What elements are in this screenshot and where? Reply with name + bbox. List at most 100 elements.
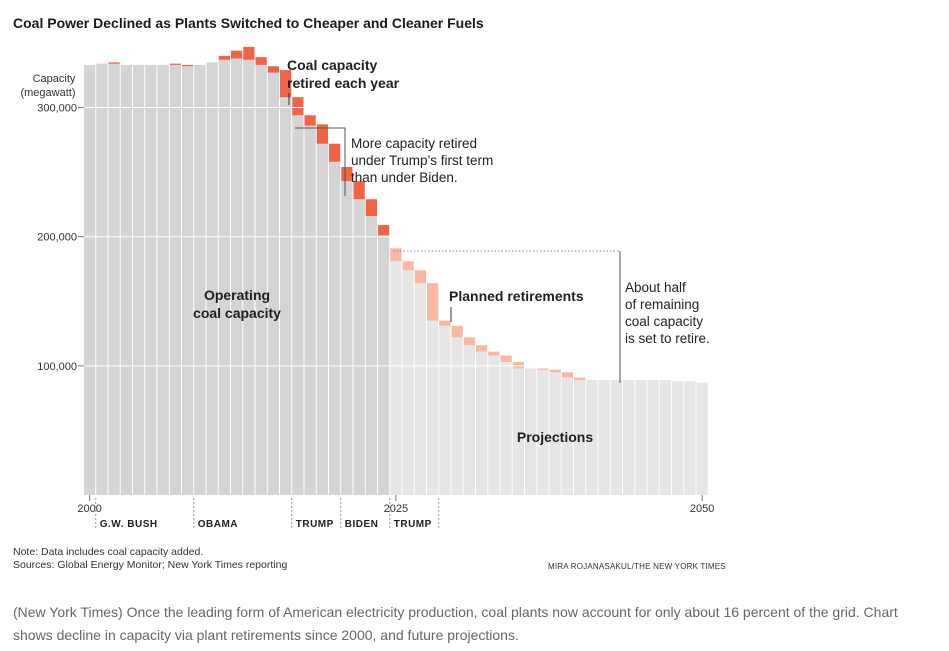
chart-title: Coal Power Declined as Plants Switched t… — [13, 15, 484, 31]
retired-bar-2019 — [316, 124, 328, 144]
operating-bar-2017 — [292, 115, 304, 495]
operating-bar-2019 — [316, 143, 328, 495]
projected-bar-2027 — [414, 283, 426, 495]
x-tick-label-2050: 2050 — [690, 503, 714, 515]
operating-bar-2015 — [267, 72, 279, 495]
sources-text: Sources: Global Energy Monitor; New York… — [13, 559, 288, 571]
projected-bar-2047 — [659, 380, 671, 495]
planned-bar-2029 — [439, 320, 451, 326]
operating-bar-2006 — [157, 64, 169, 496]
retired-bar-2013 — [243, 46, 255, 60]
retired-bar-2012 — [231, 50, 243, 59]
term-label-obama-1: OBAMA — [198, 519, 238, 530]
operating-bar-2013 — [243, 59, 255, 496]
projected-bar-2038 — [549, 372, 561, 495]
operating-bar-2009 — [194, 64, 206, 496]
annotation-planned: Planned retirements — [449, 288, 584, 304]
projected-bar-2026 — [402, 270, 414, 495]
projected-bar-2050 — [696, 382, 708, 495]
projected-bar-2034 — [500, 361, 512, 495]
operating-bar-2022 — [353, 199, 365, 495]
operating-bar-2004 — [133, 64, 145, 496]
planned-bar-2031 — [463, 337, 475, 346]
annotation-trump-line1: More capacity retired — [351, 136, 477, 151]
annotation-half-line4: is set to retire. — [625, 331, 710, 346]
projected-bar-2049 — [684, 381, 696, 495]
planned-bar-2032 — [476, 345, 488, 352]
retired-bar-2020 — [329, 143, 341, 162]
y-axis: Capacity (megawatt) 100,000 200,000 300,00… — [20, 73, 84, 373]
projected-bar-2044 — [623, 380, 635, 495]
projected-bar-2036 — [525, 368, 537, 495]
operating-bar-2007 — [169, 64, 181, 496]
planned-bar-2030 — [451, 325, 463, 338]
annotation-retired-line2: retired each year — [287, 75, 400, 91]
retired-bar-2022 — [353, 181, 365, 200]
retired-bar-2017 — [292, 97, 304, 116]
y-axis-label-line1: Capacity — [33, 73, 76, 85]
retired-bar-2014 — [255, 57, 267, 65]
retired-bar-2011 — [218, 55, 230, 60]
annotation-trump-bracket — [295, 127, 346, 196]
annotation-operating-line2: coal capacity — [193, 305, 281, 321]
planned-bar-2028 — [427, 283, 439, 321]
credit-text: MIRA ROJANASAKUL/THE NEW YORK TIMES — [548, 562, 726, 571]
term-label-biden-3: BIDEN — [345, 519, 379, 530]
operating-bar-2001 — [96, 63, 108, 495]
coal-capacity-chart: Capacity (megawatt) 100,000 200,000 300,00… — [20, 46, 714, 530]
retired-bar-2008 — [182, 64, 194, 67]
operating-bar-2008 — [182, 66, 194, 496]
projected-bar-2042 — [598, 380, 610, 495]
annotation-projections: Projections — [517, 429, 593, 445]
y-axis-label-line2: (megawatt) — [20, 87, 75, 99]
projected-bar-2030 — [451, 337, 463, 495]
note-text: Note: Data includes coal capacity added. — [13, 546, 204, 558]
presidential-terms: G.W. BUSH OBAMA TRUMP BIDEN TRUMP — [95, 498, 440, 530]
operating-bar-2023 — [365, 216, 377, 495]
annotation-half-line3: coal capacity — [625, 314, 703, 329]
operating-bar-2012 — [231, 58, 243, 496]
bars-layer — [84, 46, 708, 496]
y-tick-label-300000: 300,000 — [37, 103, 77, 115]
retired-bar-2016 — [280, 70, 292, 98]
retired-bar-2007 — [169, 63, 181, 65]
retired-bar-2023 — [365, 199, 377, 217]
operating-bar-2010 — [206, 62, 218, 495]
operating-bar-2003 — [120, 64, 132, 496]
projected-bar-2028 — [427, 320, 439, 495]
planned-bar-2025 — [390, 248, 402, 262]
x-tick-label-2025: 2025 — [384, 503, 408, 515]
annotation-trump-line3: than under Biden. — [351, 170, 458, 185]
y-tick-label-200000: 200,000 — [37, 232, 77, 244]
planned-bar-2035 — [512, 361, 524, 369]
projected-bar-2031 — [463, 345, 475, 495]
retired-bar-2015 — [267, 66, 279, 73]
image-caption: (New York Times) Once the leading form o… — [13, 604, 898, 643]
projected-bar-2041 — [586, 380, 598, 495]
projected-bar-2037 — [537, 369, 549, 495]
operating-bar-2024 — [378, 235, 390, 495]
projected-bar-2033 — [488, 355, 500, 495]
projected-bar-2025 — [390, 261, 402, 495]
term-label-g-w-bush-0: G.W. BUSH — [100, 519, 158, 530]
projected-bar-2029 — [439, 325, 451, 495]
x-axis: 2000 2025 2050 — [77, 495, 714, 515]
planned-bar-2033 — [488, 351, 500, 356]
projected-bar-2032 — [476, 351, 488, 495]
planned-bar-2040 — [574, 377, 586, 381]
projected-bar-2048 — [672, 381, 684, 495]
x-tick-label-2000: 2000 — [77, 503, 101, 515]
retired-bar-2002 — [108, 62, 120, 64]
annotation-half-line1: About half — [625, 280, 686, 295]
planned-bar-2038 — [549, 369, 561, 373]
term-label-trump-4: TRUMP — [394, 519, 432, 530]
projected-bar-2045 — [635, 380, 647, 495]
projected-bar-2035 — [512, 368, 524, 495]
annotations: Coal capacity retired each year More cap… — [193, 57, 710, 445]
planned-bar-2039 — [561, 372, 573, 378]
annotation-trump-line2: under Trump’s first term — [351, 153, 493, 168]
operating-bar-2000 — [84, 64, 96, 496]
projected-bar-2039 — [561, 377, 573, 495]
y-tick-label-100000: 100,000 — [37, 361, 77, 373]
operating-bar-2018 — [304, 125, 316, 496]
